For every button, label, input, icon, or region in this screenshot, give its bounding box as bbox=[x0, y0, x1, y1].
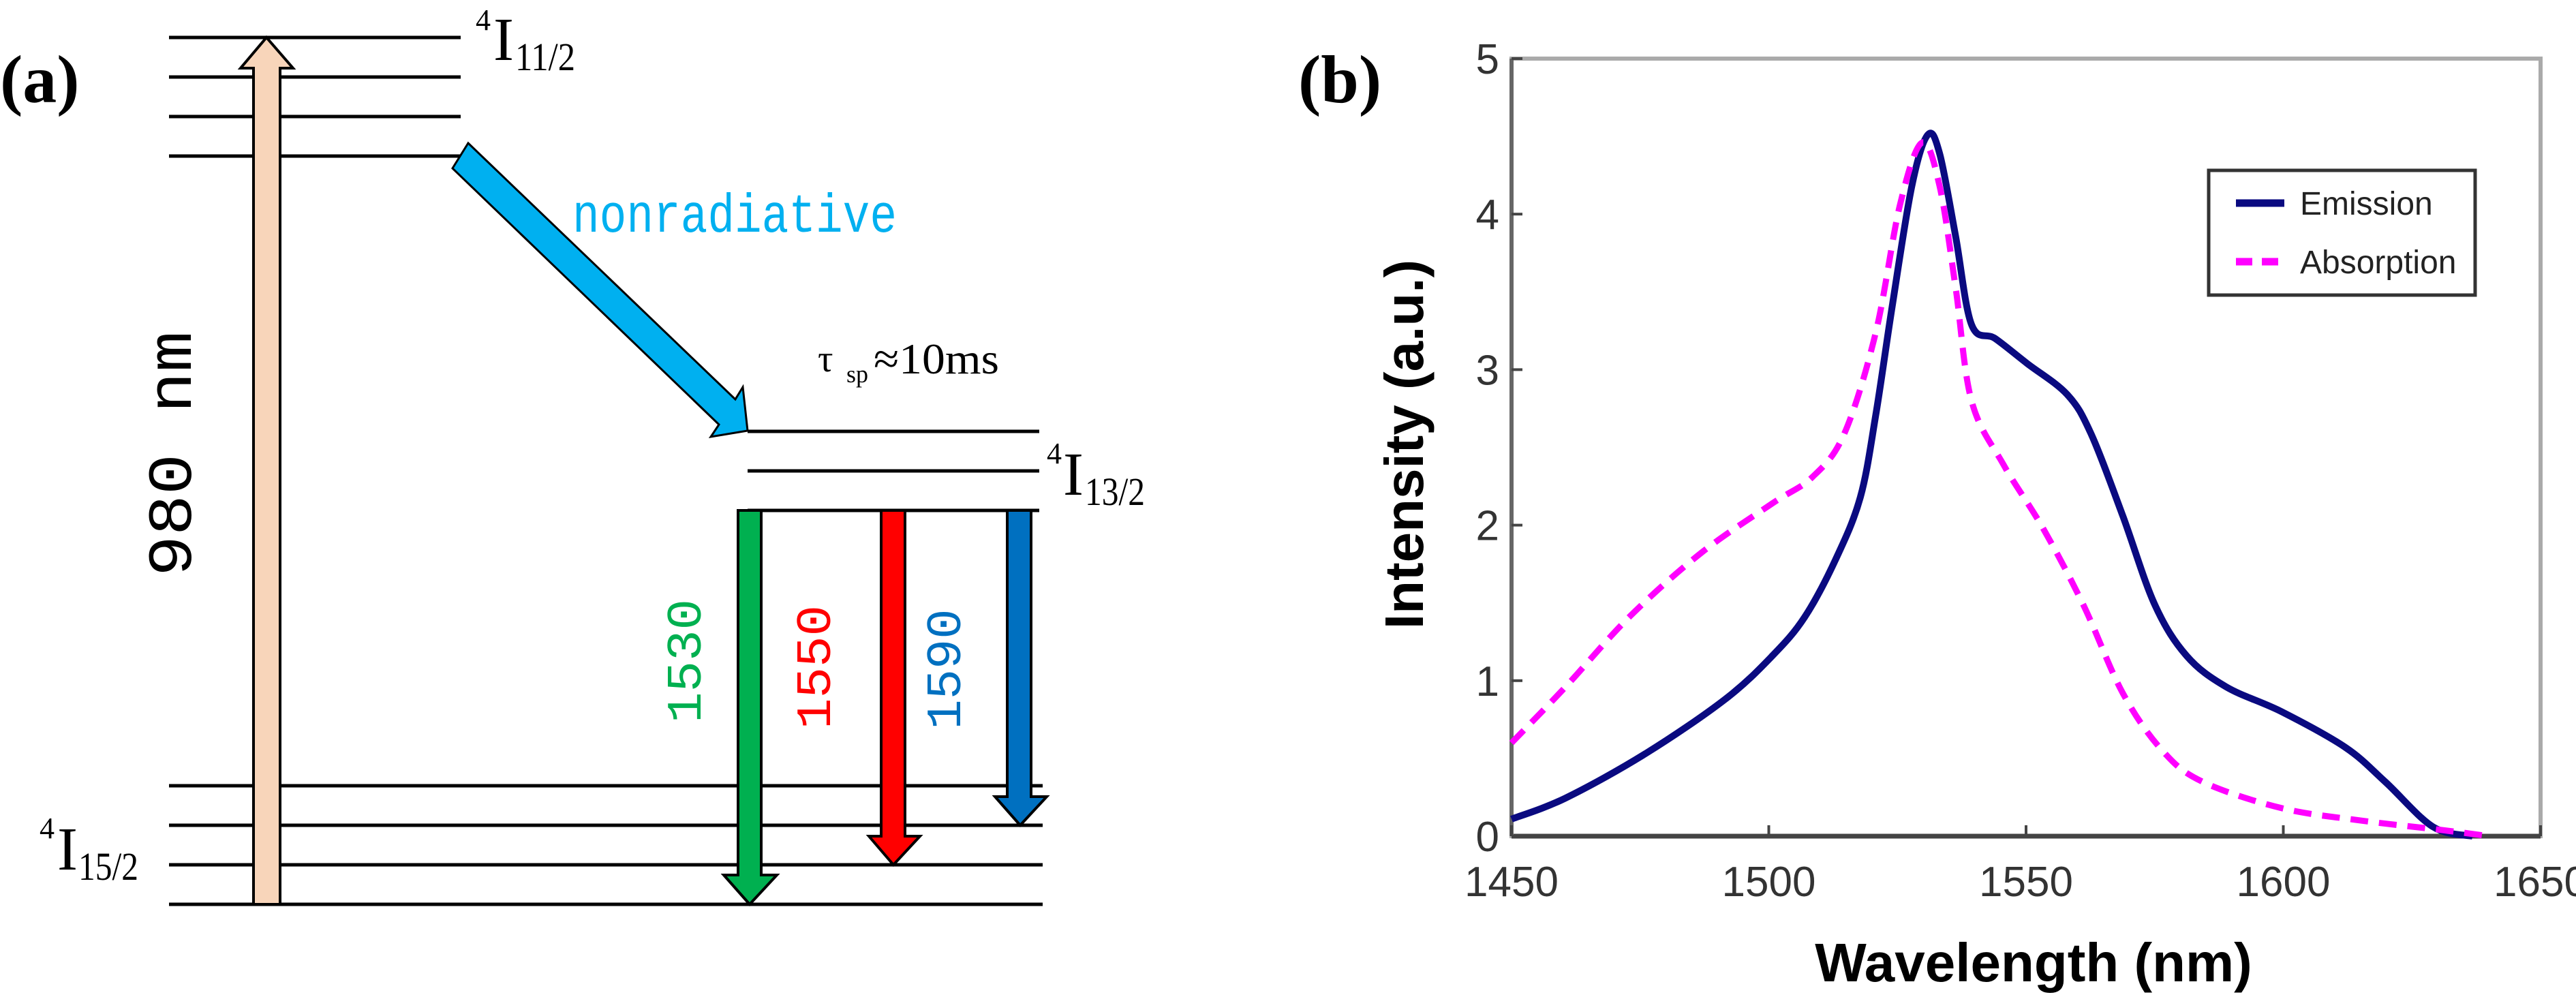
middle-level-sup: 4 bbox=[1047, 437, 1062, 470]
upper-level-main: I bbox=[493, 6, 514, 74]
emission-1550-label: 1550 bbox=[789, 605, 845, 729]
emission-1590-label: 1590 bbox=[919, 609, 975, 730]
emission-1530-label: 1530 bbox=[660, 599, 716, 723]
y-tick-label: 0 bbox=[1476, 814, 1499, 861]
upper-level-sub: 11/2 bbox=[515, 35, 575, 79]
x-tick-label: 1600 bbox=[2237, 859, 2331, 906]
legend-emission-label: Emission bbox=[2300, 186, 2433, 222]
middle-level-main: I bbox=[1063, 441, 1084, 508]
emission-series-line bbox=[1510, 129, 2474, 840]
y-tick-label: 3 bbox=[1476, 347, 1499, 394]
panel-a-label: (a) bbox=[0, 42, 80, 117]
lifetime-value: ≈10ms bbox=[874, 335, 999, 383]
axis-ticks: 1450 1500 1550 1600 1650 0 1 2 3 4 5 bbox=[1465, 36, 2576, 906]
emission-1530-arrow-icon bbox=[720, 509, 780, 906]
x-axis-label: Wavelength (nm) bbox=[1815, 932, 2252, 993]
middle-manifold-lines bbox=[748, 429, 1039, 512]
upper-manifold-lines bbox=[169, 35, 461, 158]
emission-1550-arrow-icon bbox=[865, 509, 923, 868]
absorption-series-line bbox=[1509, 139, 2490, 840]
panel-b-label: (b) bbox=[1298, 42, 1381, 117]
spectrum-chart: (b) 1450 1500 1550 1600 1650 0 1 2 3 4 5 Intensity… bbox=[1298, 36, 2576, 993]
ground-level-sup: 4 bbox=[40, 812, 55, 845]
ground-level-sub: 15/2 bbox=[78, 844, 138, 889]
pump-arrow-icon bbox=[237, 35, 296, 906]
upper-level-sup: 4 bbox=[476, 3, 491, 37]
y-tick-label: 1 bbox=[1476, 658, 1499, 705]
x-tick-label: 1500 bbox=[1722, 859, 1816, 906]
legend-absorption-label: Absorption bbox=[2300, 245, 2456, 281]
pump-wavelength-label: 980 nm bbox=[138, 331, 210, 577]
y-tick-label: 5 bbox=[1476, 36, 1499, 83]
y-tick-label: 4 bbox=[1476, 191, 1499, 239]
energy-level-diagram: (a) 4 I 11/2 4 I 13/2 4 I 15/2 bbox=[0, 3, 1145, 906]
lifetime-symbol: τ bbox=[818, 338, 833, 380]
nonradiative-arrow-icon bbox=[451, 141, 749, 439]
legend: Emission Absorption bbox=[2207, 168, 2477, 297]
ground-level-main: I bbox=[57, 816, 78, 883]
emission-1590-arrow-icon bbox=[992, 509, 1050, 827]
x-tick-label: 1650 bbox=[2494, 859, 2576, 906]
y-tick-label: 2 bbox=[1476, 503, 1499, 550]
nonradiative-label: nonradiative bbox=[572, 187, 897, 249]
legend-box bbox=[2207, 168, 2477, 297]
x-tick-label: 1550 bbox=[1979, 859, 2073, 906]
y-axis-label: Intensity (a.u.) bbox=[1374, 260, 1435, 629]
curves bbox=[1509, 129, 2490, 840]
x-tick-label: 1450 bbox=[1465, 859, 1559, 906]
middle-level-sub: 13/2 bbox=[1085, 470, 1145, 514]
lifetime-sub: sp bbox=[846, 361, 868, 388]
